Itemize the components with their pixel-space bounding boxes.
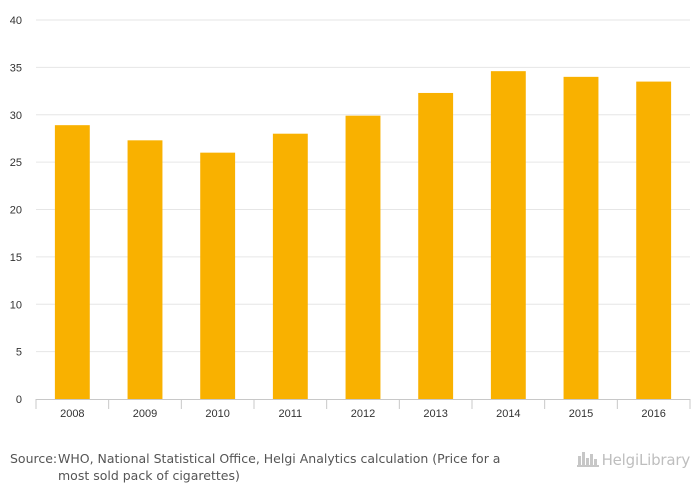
x-tick-label: 2008 [60,408,84,420]
x-tick-label: 2009 [133,408,157,420]
bar-2009 [127,140,163,399]
bar-2015 [563,76,599,399]
y-axis-ticks: 0 5 10 15 20 25 30 35 40 [10,15,22,406]
bars [54,71,672,400]
bar-2011 [272,133,308,399]
bar-2014 [490,71,526,399]
x-tick-label: 2012 [351,408,375,420]
x-tick-label: 2015 [569,408,593,420]
y-tick-label: 15 [10,252,22,264]
y-tick-label: 5 [16,347,22,359]
bar-2016 [636,81,672,400]
y-tick-label: 35 [10,62,22,74]
bar-2010 [200,152,236,399]
bar-2012 [345,115,381,399]
x-tick-label: 2013 [423,408,447,420]
y-tick-label: 25 [10,157,22,169]
source-text: WHO, National Statistical Office, Helgi … [58,451,501,483]
x-tick-label: 2016 [641,408,665,420]
x-tick-label: 2011 [279,408,303,420]
bar-2008 [54,125,90,400]
city-skyline-icon [576,449,599,472]
x-axis-ticks: 2008 2009 2010 2011 2012 2013 2014 2015 2016 [60,408,666,420]
x-tick-label: 2010 [205,408,229,420]
y-tick-label: 10 [10,299,22,311]
x-tick-label: 2014 [496,408,520,420]
source-note: Source:WHO, National Statistical Office,… [10,450,530,484]
bar-chart: 0 5 10 15 20 25 30 35 40 2008 2009 2010 2011 2012 201… [10,15,691,420]
helgi-library-logo: HelgiLibrary [576,448,691,472]
logo-text: HelgiLibrary [601,451,691,469]
bar-2013 [418,92,454,400]
y-tick-label: 0 [16,394,22,406]
source-label: Source: [10,451,58,466]
y-tick-label: 20 [10,205,22,217]
x-axis [35,399,691,409]
y-tick-label: 30 [10,110,22,122]
y-tick-label: 40 [10,15,22,27]
